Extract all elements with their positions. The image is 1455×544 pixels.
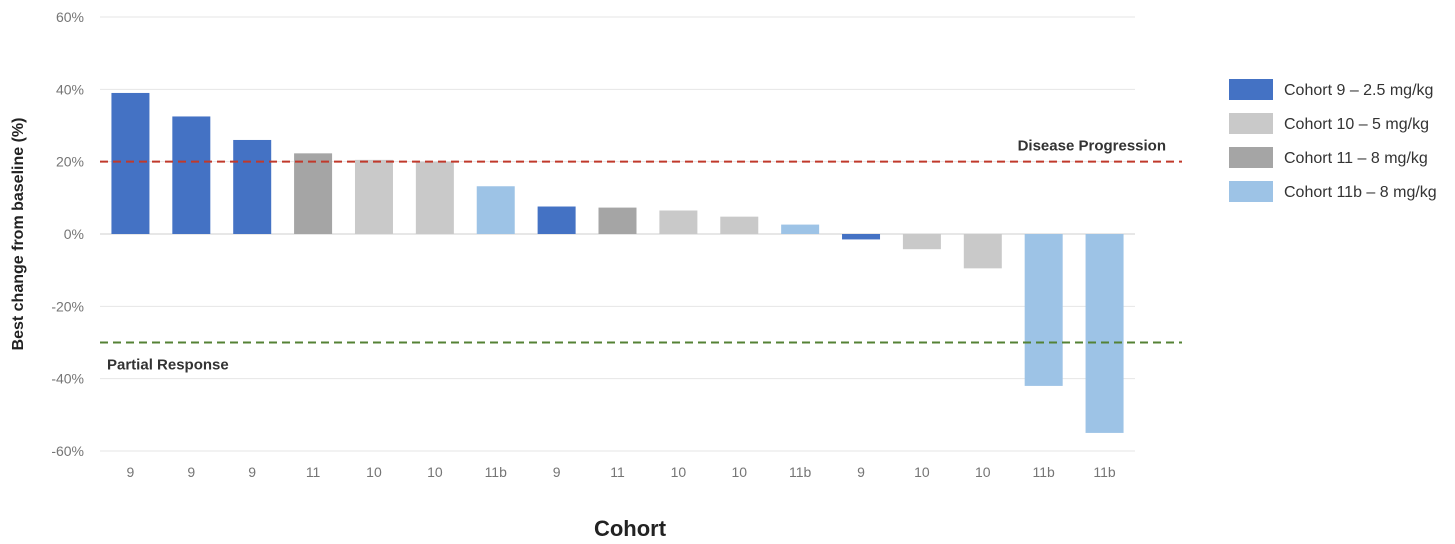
bar — [233, 139, 272, 234]
bar — [720, 216, 759, 234]
x-tick-label: 10 — [731, 464, 747, 480]
legend-swatch — [1229, 181, 1273, 202]
x-tick-label: 11b — [485, 464, 508, 480]
y-tick-label: -40% — [51, 371, 84, 387]
y-tick-label: 0% — [64, 226, 84, 242]
x-tick-label: 9 — [248, 464, 256, 480]
x-tick-label: 9 — [127, 464, 135, 480]
x-tick-label: 10 — [975, 464, 991, 480]
reference-line-label: Partial Response — [107, 357, 229, 374]
legend-swatch — [1229, 147, 1273, 168]
legend-label: Cohort 11 – 8 mg/kg — [1284, 150, 1428, 167]
x-axis-title: Cohort — [594, 516, 667, 541]
y-axis-title: Best change from baseline (%) — [10, 118, 27, 351]
bar — [537, 206, 576, 234]
bar — [963, 234, 1002, 269]
bar — [415, 161, 454, 234]
y-tick-label: -60% — [51, 443, 84, 459]
bar — [659, 210, 698, 234]
bar — [781, 224, 820, 234]
y-tick-label: 60% — [56, 9, 84, 25]
bar — [1024, 234, 1063, 386]
reference-line-label: Disease Progression — [1018, 138, 1166, 155]
bar — [1085, 234, 1124, 433]
bar — [354, 159, 393, 234]
x-tick-label: 10 — [671, 464, 687, 480]
bar — [476, 186, 515, 234]
x-tick-label: 11 — [610, 464, 625, 480]
bar — [598, 207, 637, 234]
bar — [902, 234, 941, 250]
x-tick-label: 11 — [306, 464, 321, 480]
bars — [111, 92, 1124, 433]
legend: Cohort 9 – 2.5 mg/kg Cohort 10 – 5 mg/kg C… — [1229, 79, 1437, 202]
x-axis-ticks: 9 9 9 11 10 10 11b 9 11 10 10 11b 9 10 10 11b 11b — [127, 464, 1116, 480]
legend-swatch — [1229, 79, 1273, 100]
legend-swatch — [1229, 113, 1273, 134]
x-tick-label: 10 — [427, 464, 443, 480]
x-tick-label: 9 — [857, 464, 865, 480]
x-tick-label: 11b — [1033, 464, 1056, 480]
legend-label: Cohort 9 – 2.5 mg/kg — [1284, 82, 1433, 99]
legend-label: Cohort 11b – 8 mg/kg — [1284, 184, 1437, 201]
bar — [294, 153, 333, 234]
y-tick-label: -20% — [51, 298, 84, 314]
x-tick-label: 10 — [366, 464, 382, 480]
reference-lines: Disease Progression Partial Response — [100, 138, 1182, 374]
x-tick-label: 9 — [553, 464, 561, 480]
bar — [842, 234, 881, 240]
y-tick-label: 40% — [56, 81, 84, 97]
bar — [111, 92, 150, 234]
x-tick-label: 10 — [914, 464, 930, 480]
legend-label: Cohort 10 – 5 mg/kg — [1284, 116, 1429, 133]
x-tick-label: 11b — [789, 464, 812, 480]
y-tick-label: 20% — [56, 154, 84, 170]
x-tick-label: 11b — [1093, 464, 1116, 480]
x-tick-label: 9 — [187, 464, 195, 480]
y-axis-ticks: 60% 40% 20% 0% -20% -40% -60% — [51, 9, 84, 459]
bar — [172, 116, 211, 234]
